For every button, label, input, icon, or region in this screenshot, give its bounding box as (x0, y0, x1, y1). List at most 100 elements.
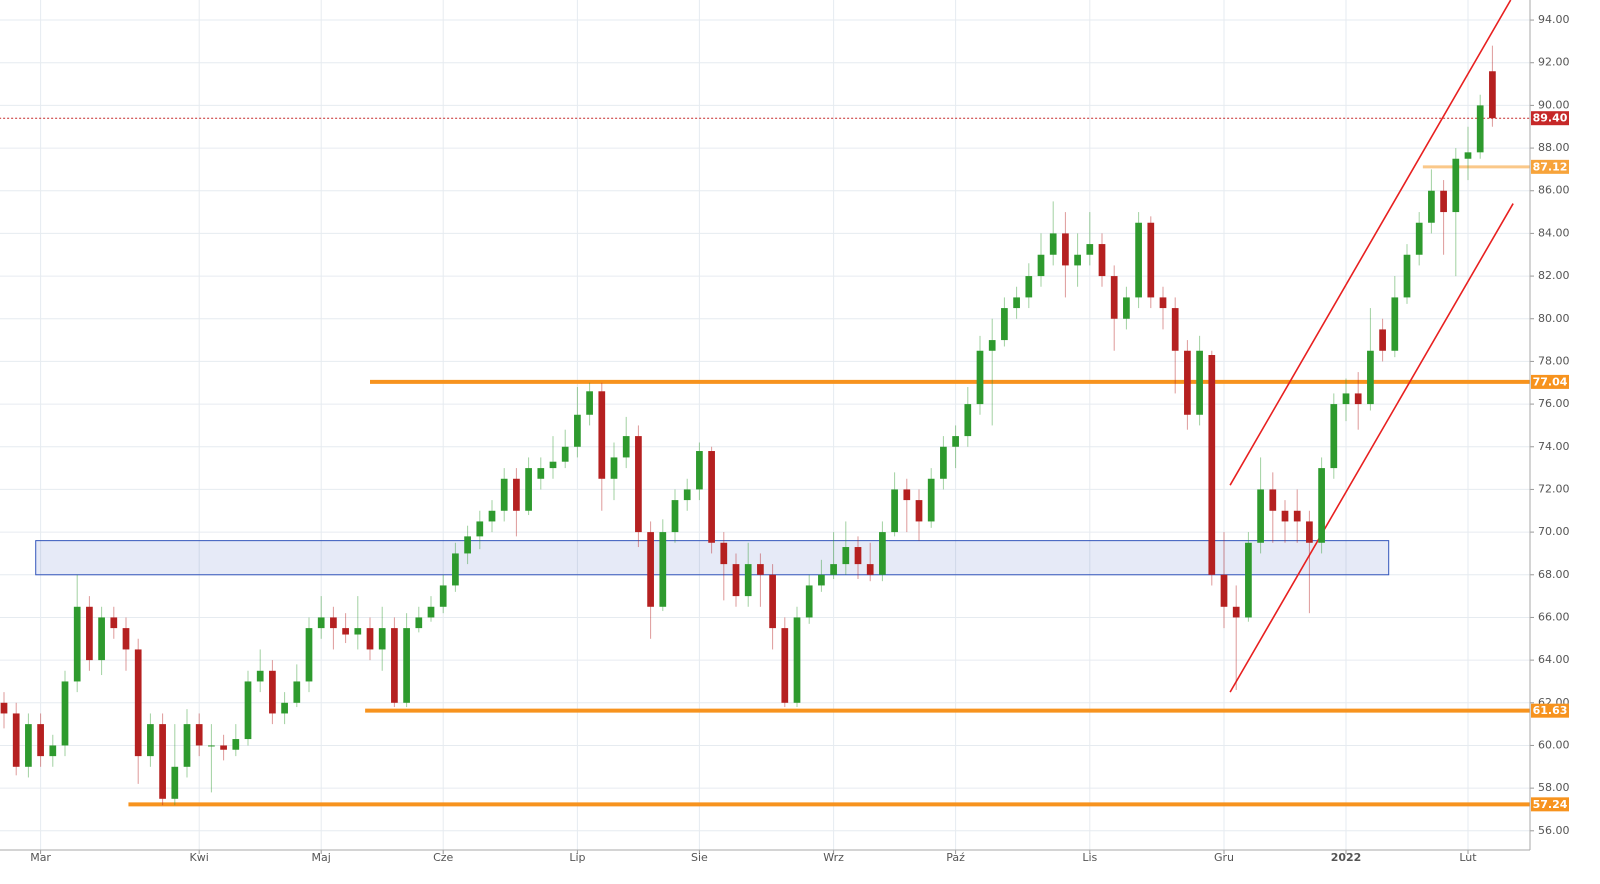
candle-body (110, 617, 118, 629)
candle-body (73, 606, 81, 682)
candle-body (1013, 297, 1020, 309)
candle-body (732, 564, 740, 597)
candle-body (866, 564, 874, 575)
candle-body (1037, 254, 1045, 277)
candle-body (1062, 233, 1069, 266)
price-label: 57.24 (1533, 798, 1568, 811)
candle-body (415, 617, 423, 629)
trend-channel (1229, 0, 1512, 486)
candle-body (49, 745, 57, 757)
y-tick-label: 78.00 (1538, 354, 1570, 367)
candle-body (1464, 152, 1472, 159)
candle-body (256, 670, 264, 682)
candle-body (195, 724, 203, 746)
candle-body (1220, 574, 1228, 607)
candle-body (940, 446, 947, 479)
candle-body (171, 766, 179, 799)
price-label: 89.40 (1533, 112, 1568, 125)
candle-body (1196, 350, 1203, 415)
y-tick-label: 80.00 (1538, 312, 1570, 325)
candle-body (25, 724, 32, 767)
candle-body (1257, 489, 1264, 543)
candle-body (586, 391, 593, 415)
candle-body (317, 617, 325, 629)
x-tick-label: Lip (569, 851, 585, 864)
candle-body (610, 457, 618, 479)
candle-body (232, 739, 240, 750)
candle-body (1440, 190, 1447, 213)
price-label-box (1531, 159, 1569, 174)
candle-body (1489, 71, 1496, 119)
candle-body (293, 681, 301, 703)
candle-body (476, 521, 484, 537)
candle-body (61, 681, 69, 746)
candle-body (927, 478, 935, 522)
candle-body (952, 436, 959, 447)
candle-body (1171, 308, 1179, 351)
x-tick-label: Wrz (823, 851, 844, 864)
candle-body (988, 340, 996, 351)
candle-body (1428, 190, 1435, 223)
candle-body (244, 681, 252, 740)
candle-body (805, 585, 813, 618)
candle-body (1452, 158, 1460, 213)
candle-body (0, 702, 8, 714)
candle-body (622, 436, 630, 458)
candle-body (781, 628, 789, 703)
candle-body (452, 553, 459, 586)
y-tick-label: 58.00 (1538, 781, 1570, 794)
candles (0, 45, 1496, 806)
trend-channel (1229, 203, 1514, 693)
price-label: 77.04 (1533, 375, 1568, 388)
price-label-box (1531, 797, 1569, 812)
candle-body (1232, 606, 1240, 618)
candle-body (147, 724, 154, 757)
y-tick-label: 68.00 (1538, 568, 1570, 581)
y-tick-label: 86.00 (1538, 184, 1570, 197)
candle-body (37, 724, 44, 757)
y-tick-label: 74.00 (1538, 440, 1570, 453)
candle-body (1281, 510, 1289, 522)
candle-body (1001, 308, 1008, 341)
x-tick-label: Kwi (190, 851, 209, 864)
y-tick-label: 66.00 (1538, 610, 1570, 623)
candle-body (1086, 244, 1094, 255)
candle-body (879, 532, 886, 575)
candle-body (122, 628, 130, 650)
candle-body (1476, 105, 1484, 153)
candle-body (513, 478, 520, 511)
candle-body (720, 542, 728, 565)
y-tick-label: 90.00 (1538, 98, 1570, 111)
candle-body (842, 547, 850, 565)
y-tick-label: 84.00 (1538, 226, 1570, 239)
candle-body (696, 451, 703, 490)
candle-body (1342, 393, 1350, 405)
candle-body (220, 745, 227, 750)
candle-body (891, 489, 898, 533)
candle-body (598, 391, 606, 479)
x-tick-label: Mar (30, 851, 51, 864)
x-tick-label: Paź (946, 851, 965, 864)
y-tick-label: 88.00 (1538, 141, 1570, 154)
candle-body (1403, 254, 1411, 298)
y-tick-label: 70.00 (1538, 525, 1570, 538)
axes: 56.0058.0060.0062.0064.0066.0068.0070.00… (0, 0, 1570, 864)
candle-body (1098, 244, 1106, 277)
candle-body (1367, 350, 1374, 405)
candle-body (1306, 521, 1313, 543)
candle-body (525, 468, 532, 511)
candle-body (1074, 254, 1081, 266)
price-label: 61.63 (1533, 704, 1568, 717)
candle-body (1354, 393, 1362, 405)
candle-body (1208, 355, 1216, 575)
candle-body (1110, 276, 1118, 319)
y-tick-label: 64.00 (1538, 653, 1570, 666)
candle-body (854, 547, 862, 565)
x-tick-label: Lut (1459, 851, 1477, 864)
candle-body (793, 617, 801, 703)
y-tick-label: 76.00 (1538, 397, 1570, 410)
candle-body (342, 628, 349, 635)
x-tick-label: Cze (433, 851, 453, 864)
